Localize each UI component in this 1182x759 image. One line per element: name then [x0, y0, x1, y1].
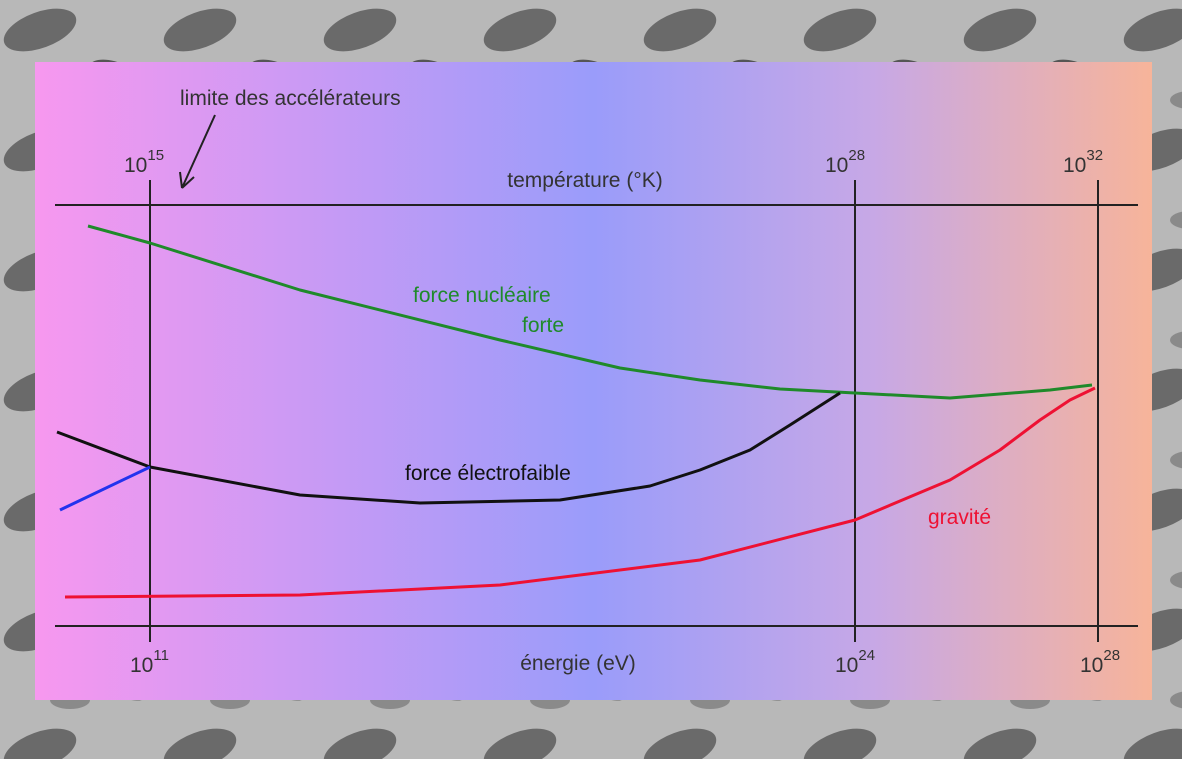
- tick-label: 1028: [1080, 647, 1120, 677]
- tick-label: 1015: [124, 147, 164, 177]
- curve-label: force nucléaire: [413, 284, 551, 307]
- strong-force-curve: [87, 224, 1093, 400]
- electroweak-curve: [56, 391, 841, 505]
- gravity-curve: [64, 386, 1096, 599]
- curve-label: force électrofaible: [405, 462, 571, 485]
- curve-label: forte: [522, 314, 564, 337]
- axes: [55, 180, 1138, 642]
- weak-curve: [59, 465, 151, 512]
- panel: [35, 62, 1152, 700]
- tick-label: 1028: [825, 147, 865, 177]
- tick-label: 1011: [130, 647, 169, 677]
- top-axis-title: température (°K): [507, 169, 662, 192]
- bottom-axis-title: énergie (eV): [520, 652, 636, 675]
- tick-label: 1024: [835, 647, 875, 677]
- arrow: [179, 114, 216, 189]
- annotation: limite des accélérateurs: [180, 87, 401, 110]
- curves: [56, 224, 1096, 599]
- curve-label: gravité: [928, 506, 991, 529]
- tick-label: 1032: [1063, 147, 1103, 177]
